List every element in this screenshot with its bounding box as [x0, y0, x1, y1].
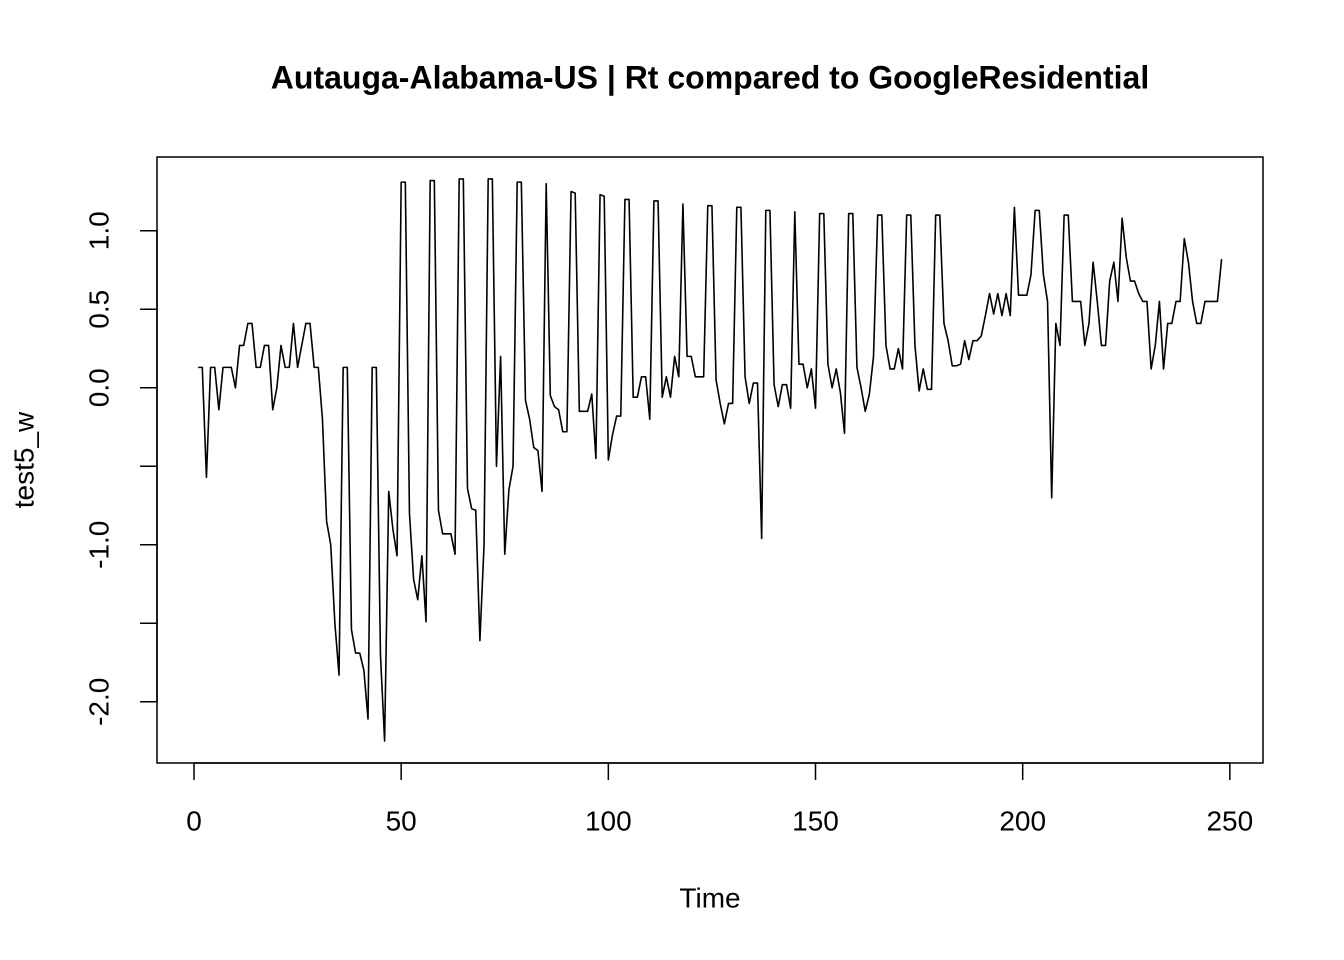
- x-tick-label: 100: [585, 805, 632, 836]
- y-tick-label: 0.5: [83, 290, 114, 329]
- x-tick-label: 0: [186, 805, 202, 836]
- y-tick-label: 0.0: [83, 368, 114, 407]
- y-tick-label: -1.0: [83, 521, 114, 569]
- x-tick-label: 200: [999, 805, 1046, 836]
- y-tick-label: -2.0: [83, 678, 114, 726]
- plot-box: [156, 156, 1264, 764]
- chart-title: Autauga-Alabama-US | Rt compared to Goog…: [271, 59, 1149, 95]
- x-tick-label: 150: [792, 805, 839, 836]
- x-axis-label: Time: [679, 882, 740, 913]
- y-tick-label: 1.0: [83, 211, 114, 250]
- y-axis-label: test5_w: [8, 411, 39, 508]
- x-tick-label: 50: [386, 805, 417, 836]
- data-line: [198, 178, 1223, 742]
- x-tick-label: 250: [1206, 805, 1253, 836]
